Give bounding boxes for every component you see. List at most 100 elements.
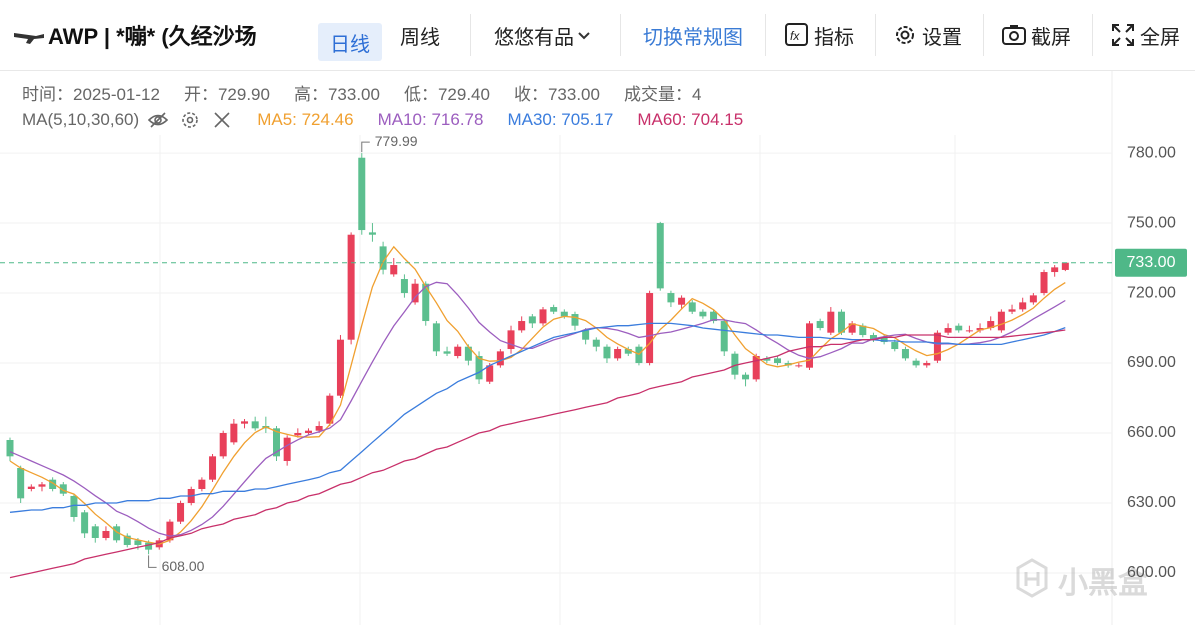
- candle-body: [720, 321, 728, 352]
- candle-body: [731, 353, 739, 375]
- separator: [983, 14, 984, 56]
- candle-body: [145, 542, 153, 550]
- info-value: 733.00: [327, 85, 380, 104]
- candle-body: [443, 351, 451, 354]
- tab-week[interactable]: 周线: [400, 26, 440, 49]
- candle-body: [273, 428, 280, 457]
- close-icon[interactable]: [211, 110, 233, 130]
- candle-body: [113, 526, 121, 541]
- y-tick-label: 600.00: [1127, 564, 1176, 581]
- candle-body: [1029, 295, 1037, 303]
- legend-entry: MA30: 705.17: [507, 110, 614, 129]
- info-label: 时间：: [22, 85, 73, 104]
- info-label: 收：: [513, 85, 548, 104]
- candle-body: [294, 433, 302, 436]
- ma-settings-icon[interactable]: [179, 110, 201, 130]
- candle-body: [997, 311, 1005, 331]
- settings-button[interactable]: 设置: [892, 0, 962, 70]
- candle-body: [70, 495, 78, 517]
- item-title: AWP | *嘣* (久经沙场: [48, 24, 257, 49]
- candle-body: [976, 328, 984, 331]
- candle-body: [6, 440, 14, 457]
- chevron: [578, 32, 590, 40]
- candle-body: [571, 314, 579, 326]
- watermark-logo: [1016, 558, 1048, 598]
- switch-button[interactable]: 切换常规图: [643, 26, 743, 49]
- candle-body: [91, 526, 99, 538]
- candle-body: [241, 421, 249, 424]
- candle-body: [710, 311, 718, 322]
- candle-body: [539, 309, 547, 324]
- candle-body: [880, 337, 888, 343]
- source-label: 悠悠有品: [494, 26, 574, 49]
- separator: [875, 14, 876, 56]
- candle-body: [560, 311, 568, 317]
- expand-icon: [1112, 24, 1134, 46]
- fx-icon: fx: [785, 23, 808, 46]
- candle-body: [891, 342, 899, 350]
- candle-body: [432, 323, 440, 352]
- y-tick-label: 780.00: [1127, 144, 1176, 161]
- indicator-button[interactable]: fx 指标: [784, 0, 854, 70]
- candle-body: [987, 321, 995, 329]
- candle-body: [251, 421, 259, 429]
- info-value: 729.90: [217, 85, 270, 104]
- candle-body: [1051, 267, 1059, 273]
- separator: [1092, 14, 1093, 56]
- info-item: 低：729.40: [404, 80, 490, 105]
- info-item: 成交量：4: [624, 80, 701, 105]
- candle-body: [816, 321, 824, 329]
- candle-body: [742, 374, 750, 380]
- candle-body: [1040, 272, 1048, 294]
- fullscreen-label: 全屏: [1140, 26, 1180, 49]
- tab-day[interactable]: 日线: [318, 23, 382, 61]
- annotation-label: 779.99: [375, 133, 418, 149]
- info-value: 2025-01-12: [73, 85, 160, 104]
- info-item: 开：729.90: [184, 80, 270, 105]
- source-select[interactable]: 悠悠有品: [494, 0, 594, 70]
- candle-body: [550, 307, 558, 312]
- settings-label: 设置: [922, 26, 962, 49]
- annotation-arrow: [361, 141, 370, 153]
- candle-body: [784, 363, 792, 366]
- y-tick-label: 630.00: [1127, 494, 1176, 511]
- info-row: 时间：2025-01-12 开：729.90 高：733.00 低：729.40 收：7…: [22, 80, 725, 105]
- legend-entry: MA10: 716.78: [377, 110, 484, 129]
- hide-icon[interactable]: [147, 110, 169, 130]
- candle-body: [166, 521, 174, 541]
- screenshot-label: 截屏: [1031, 26, 1071, 49]
- candle-body: [81, 512, 89, 534]
- candle-body: [518, 321, 526, 331]
- candle-body: [390, 265, 398, 275]
- info-label: 开：: [183, 85, 218, 104]
- candle-body: [347, 234, 355, 340]
- candle-body: [827, 311, 835, 333]
- candle-body: [379, 246, 387, 270]
- candle-body: [933, 332, 941, 361]
- candle-body: [667, 293, 675, 303]
- candle-body: [304, 430, 312, 434]
- y-tick-label: 720.00: [1127, 284, 1176, 301]
- legend-entry: MA5: 724.46: [257, 110, 354, 129]
- indicator-label: 指标: [814, 26, 854, 49]
- candle-body: [336, 339, 344, 396]
- y-tick-label: 690.00: [1127, 354, 1176, 371]
- candle-body: [912, 360, 920, 366]
- candle-body: [869, 335, 877, 340]
- info-item: 时间：2025-01-12: [22, 80, 160, 105]
- info-value: 733.00: [547, 85, 600, 104]
- annotation-label: 608.00: [162, 558, 205, 574]
- screenshot-button[interactable]: 截屏: [1001, 0, 1071, 70]
- candle-body: [283, 437, 291, 462]
- ma-line: [9, 322, 1066, 513]
- fullscreen-button[interactable]: 全屏: [1110, 0, 1180, 70]
- watermark: 小黑盒: [1058, 566, 1149, 600]
- ma-icons: [147, 110, 233, 130]
- candle-body: [326, 395, 334, 424]
- candle-body: [358, 157, 366, 231]
- candle-body: [678, 297, 686, 305]
- candle-body: [411, 283, 419, 303]
- candle-body: [1019, 302, 1027, 310]
- candle-body: [795, 365, 803, 367]
